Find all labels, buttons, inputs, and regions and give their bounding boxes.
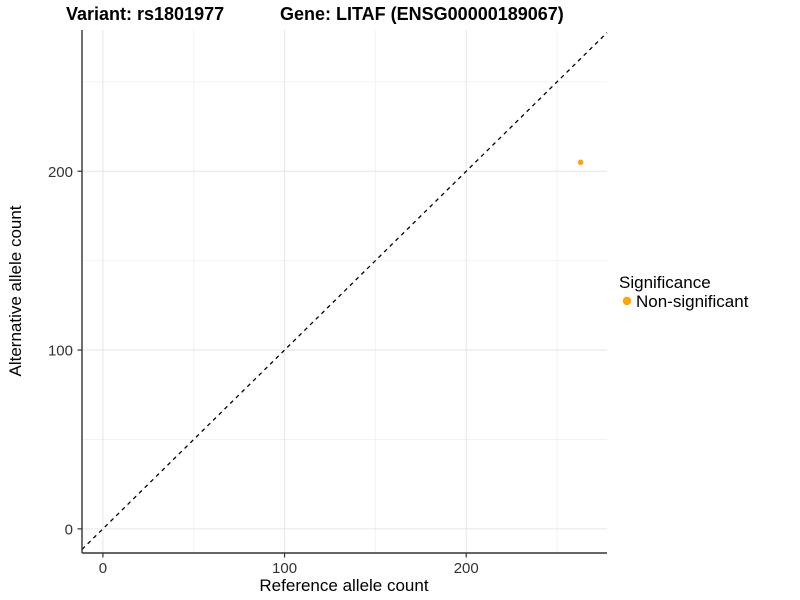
plot-title-variant: Variant: rs1801977 (66, 4, 224, 24)
legend-marker-non-significant (622, 296, 632, 306)
tick-marks (77, 170, 467, 558)
axis-lines (81, 30, 607, 554)
data-points (577, 159, 584, 166)
x-tick-label: 200 (454, 560, 479, 577)
gridlines-minor (82, 30, 607, 553)
gridlines-major (82, 30, 607, 553)
y-tick-label: 200 (48, 164, 73, 181)
x-tick-label: 0 (99, 560, 107, 577)
y-tick-label: 0 (65, 521, 73, 538)
legend: Significance Non-significant (619, 273, 749, 311)
y-tick-label: 100 (48, 343, 73, 360)
y-axis-title: Alternative allele count (6, 205, 25, 376)
identity-line (81, 32, 608, 550)
legend-label-non-significant: Non-significant (636, 292, 749, 311)
x-axis-title: Reference allele count (259, 576, 428, 595)
x-tick-label: 100 (272, 560, 297, 577)
legend-title: Significance (619, 273, 711, 292)
identity-dashed-line (81, 32, 608, 550)
data-point-non-significant (577, 159, 584, 166)
tick-labels: 0 100 200 0 100 200 (48, 164, 479, 577)
plot-title-gene: Gene: LITAF (ENSG00000189067) (280, 4, 564, 24)
